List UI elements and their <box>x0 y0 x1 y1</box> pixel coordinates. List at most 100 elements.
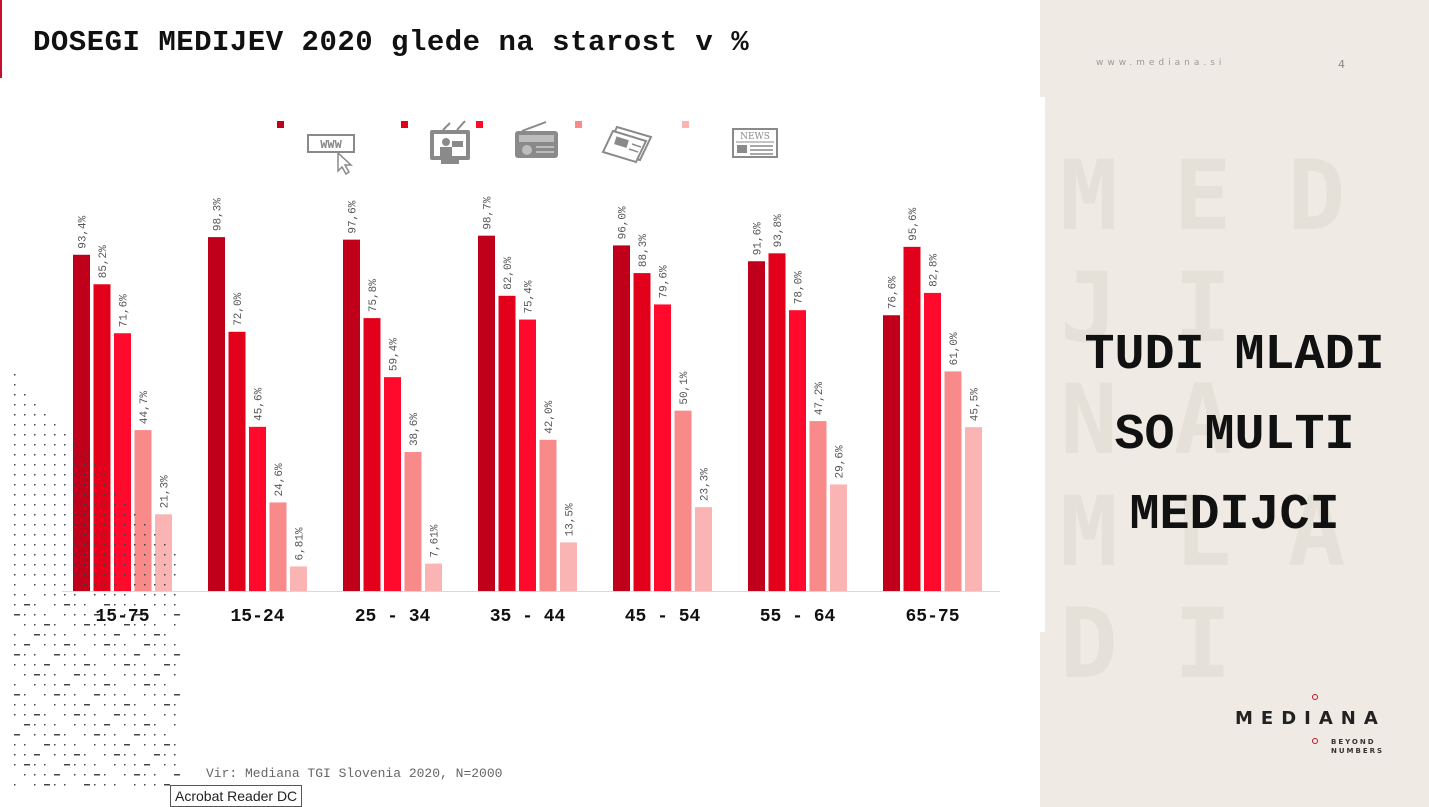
bar-newspaper-6 <box>965 427 982 591</box>
data-label: 29,6% <box>835 445 847 478</box>
bar-radio-5 <box>789 310 806 591</box>
headline-line-2: SO MULTI <box>1114 407 1355 464</box>
category-label: 25 - 34 <box>355 607 431 627</box>
bar-tv-3 <box>498 295 516 591</box>
data-label: 75,4% <box>524 280 536 313</box>
data-label: 91,6% <box>753 222 765 255</box>
bar-radio-0 <box>114 333 131 591</box>
logo-dot-icon <box>1312 738 1318 744</box>
data-label: 72,0% <box>233 292 245 325</box>
bar-magazine-1 <box>269 502 287 591</box>
category-label: 35 - 44 <box>490 607 566 627</box>
category-label: 15-75 <box>95 607 149 627</box>
bar-radio-6 <box>924 292 941 591</box>
data-label: 95,6% <box>908 207 920 240</box>
bar-newspaper-2 <box>425 563 442 591</box>
internet-icon: WWW <box>307 134 355 176</box>
bar-internet-4 <box>613 245 630 591</box>
data-label: 45,5% <box>970 388 982 421</box>
bar-tv-4 <box>633 273 651 591</box>
category-label: 65-75 <box>905 607 959 627</box>
chart-legend: WWW NEWS <box>277 120 778 176</box>
headline: TUDI MLADI SO MULTI MEDIJCI <box>1040 316 1429 556</box>
data-label: 88,3% <box>638 234 650 267</box>
bar-newspaper-4 <box>695 507 712 591</box>
data-label: 23,3% <box>700 468 712 501</box>
bar-internet-6 <box>883 315 900 591</box>
legend-swatch-newspaper <box>682 121 689 128</box>
bar-newspaper-0 <box>155 514 172 591</box>
data-label: 85,2% <box>98 245 110 278</box>
data-label: 24,6% <box>274 463 286 496</box>
legend-swatch-radio <box>476 121 483 128</box>
data-label: 82,0% <box>503 256 515 289</box>
bar-internet-2 <box>343 239 360 591</box>
decorative-dot-pattern <box>14 374 180 786</box>
radio-icon <box>515 121 558 158</box>
watermark-text: MED JI NA MLA DI <box>1060 140 1402 700</box>
data-label: 97,6% <box>348 200 360 233</box>
source-note: Vir: Mediana TGI Slovenia 2020, N=2000 <box>206 766 503 781</box>
bar-newspaper-5 <box>830 484 847 591</box>
data-label: 98,3% <box>213 198 225 231</box>
legend-swatch-internet <box>277 121 284 128</box>
bar-internet-0 <box>73 254 90 591</box>
bar-chart: 93,4% 85,2% 71,6% 44,7% 21,3% 15-75 98,3% 72,0%… <box>62 196 1000 627</box>
legend-swatch-tv <box>401 121 408 128</box>
data-label: 47,2% <box>814 382 826 415</box>
headline-line-1: TUDI MLADI <box>1084 327 1385 384</box>
data-label: 61,0% <box>949 332 961 365</box>
data-label: 21,3% <box>160 475 172 508</box>
data-label: 93,8% <box>773 214 785 247</box>
newspaper-icon: NEWS <box>732 128 778 158</box>
headline-line-3: MEDIJCI <box>1129 487 1340 544</box>
category-label: 45 - 54 <box>625 607 701 627</box>
bar-tv-0 <box>93 284 111 591</box>
svg-text:NEWS: NEWS <box>740 132 770 142</box>
bar-magazine-6 <box>944 371 962 591</box>
data-label: 7,61% <box>430 524 442 557</box>
bar-internet-1 <box>208 237 225 591</box>
bar-tv-6 <box>903 246 921 591</box>
logo-dot-icon <box>1312 694 1318 700</box>
data-label: 98,7% <box>483 196 495 229</box>
data-label: 6,81% <box>295 527 307 560</box>
data-label: 71,6% <box>119 294 131 327</box>
bar-radio-4 <box>654 304 671 591</box>
data-label: 96,0% <box>618 206 630 239</box>
data-label: 82,8% <box>929 254 941 287</box>
bar-magazine-5 <box>809 421 827 591</box>
bar-newspaper-1 <box>290 566 307 591</box>
data-label: 59,4% <box>389 338 401 371</box>
bar-magazine-2 <box>404 452 422 591</box>
bar-magazine-4 <box>674 410 692 591</box>
bar-tv-5 <box>768 253 786 591</box>
data-label: 44,7% <box>139 391 151 424</box>
data-label: 45,6% <box>254 387 266 420</box>
magazine-icon <box>601 125 653 164</box>
left-accent-bar <box>0 0 2 78</box>
bar-radio-3 <box>519 319 536 591</box>
tv-icon <box>430 120 470 164</box>
sidebar-panel: www.mediana.si 4 MED JI NA MLA DI TUDI M… <box>1040 0 1429 807</box>
logo-tagline: BEYOND NUMBERS <box>1331 738 1385 755</box>
bar-internet-5 <box>748 261 765 591</box>
bar-magazine-3 <box>539 439 557 591</box>
data-label: 93,4% <box>78 215 90 248</box>
data-label: 13,5% <box>565 503 577 536</box>
category-label: 55 - 64 <box>760 607 836 627</box>
data-label: 75,8% <box>368 279 380 312</box>
bar-tv-1 <box>228 331 246 591</box>
data-label: 50,1% <box>679 371 691 404</box>
bar-radio-2 <box>384 377 401 591</box>
site-url[interactable]: www.mediana.si <box>1096 58 1226 68</box>
page-title: DOSEGI MEDIJEV 2020 glede na starost v % <box>33 26 750 59</box>
category-label: 15-24 <box>230 607 284 627</box>
svg-text:WWW: WWW <box>320 138 342 152</box>
bar-tv-2 <box>363 318 381 591</box>
data-label: 78,0% <box>794 271 806 304</box>
bar-magazine-0 <box>134 430 152 591</box>
app-tooltip: Acrobat Reader DC <box>170 785 303 807</box>
bar-newspaper-3 <box>560 542 577 591</box>
logo-brand: MEDIANA <box>1235 708 1386 729</box>
